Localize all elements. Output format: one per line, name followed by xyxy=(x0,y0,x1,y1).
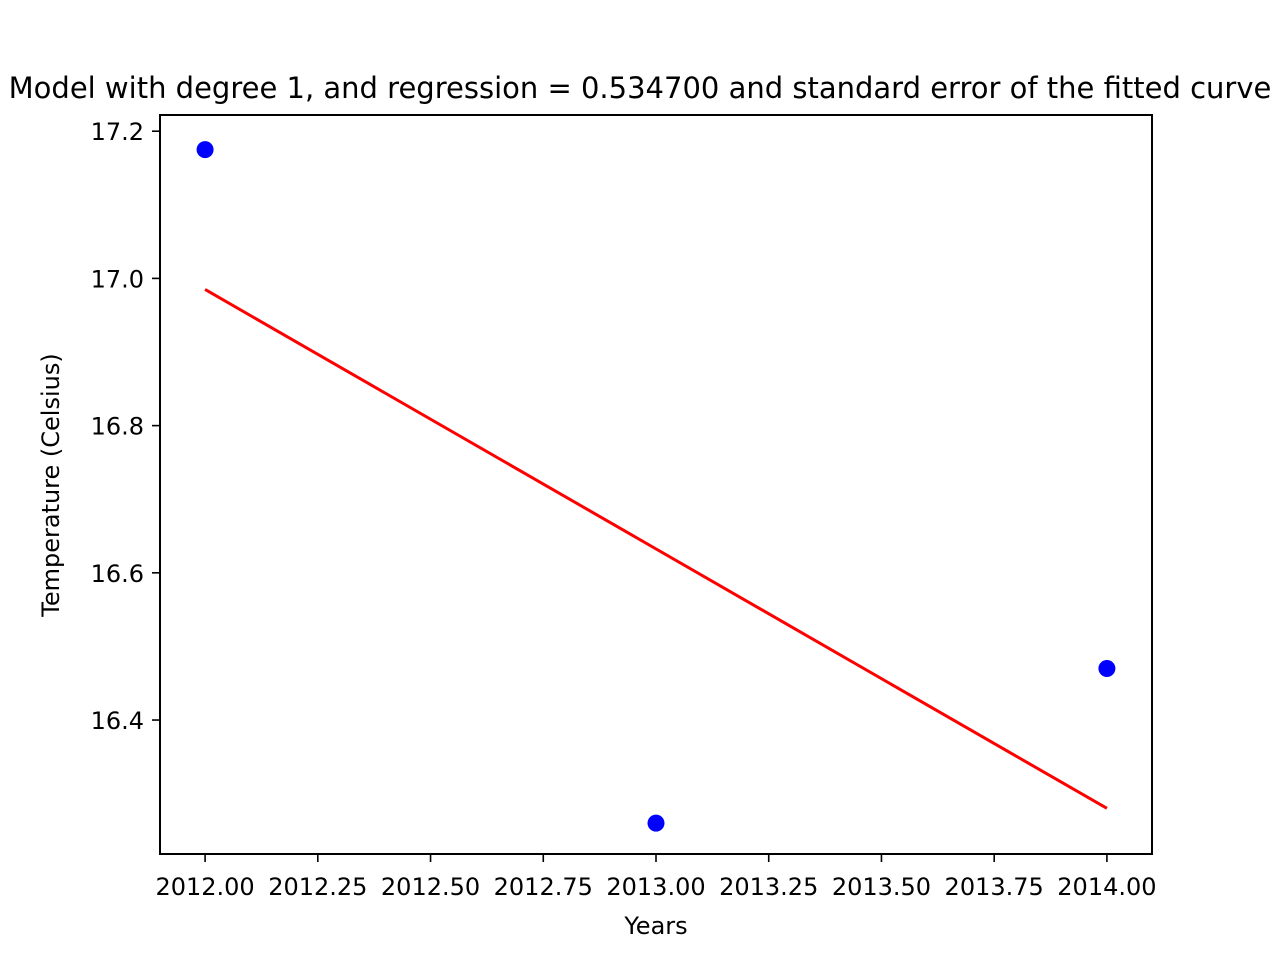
plot-area xyxy=(196,141,1116,832)
x-tick-label: 2012.00 xyxy=(155,873,254,901)
y-axis: 16.4 16.6 16.8 17.0 17.2 xyxy=(91,118,160,735)
x-tick-label: 2014.00 xyxy=(1057,873,1156,901)
fit-line xyxy=(204,288,1108,810)
y-tick-label: 17.2 xyxy=(91,118,144,146)
x-axis: 2012.00 2012.25 2012.50 2012.75 2013.00 2013.… xyxy=(155,854,1157,901)
x-tick-label: 2012.75 xyxy=(494,873,593,901)
x-tick-label: 2013.75 xyxy=(945,873,1044,901)
chart-title: Model with degree 1, and regression = 0.… xyxy=(9,71,1272,105)
y-tick-label: 16.6 xyxy=(91,560,144,588)
x-tick-label: 2012.50 xyxy=(381,873,480,901)
x-tick-label: 2013.00 xyxy=(606,873,705,901)
data-point xyxy=(647,814,665,832)
y-tick-label: 16.4 xyxy=(91,707,144,735)
data-point xyxy=(196,141,214,159)
x-tick-label: 2013.50 xyxy=(832,873,931,901)
x-tick-label: 2012.25 xyxy=(268,873,367,901)
data-point xyxy=(1098,660,1116,678)
x-axis-label: Years xyxy=(623,912,687,940)
y-tick-label: 16.8 xyxy=(91,413,144,441)
y-axis-label: Temperature (Celsius) xyxy=(37,353,65,617)
x-tick-label: 2013.25 xyxy=(719,873,818,901)
plot-frame xyxy=(159,114,1153,855)
y-tick-label: 17.0 xyxy=(91,265,144,293)
